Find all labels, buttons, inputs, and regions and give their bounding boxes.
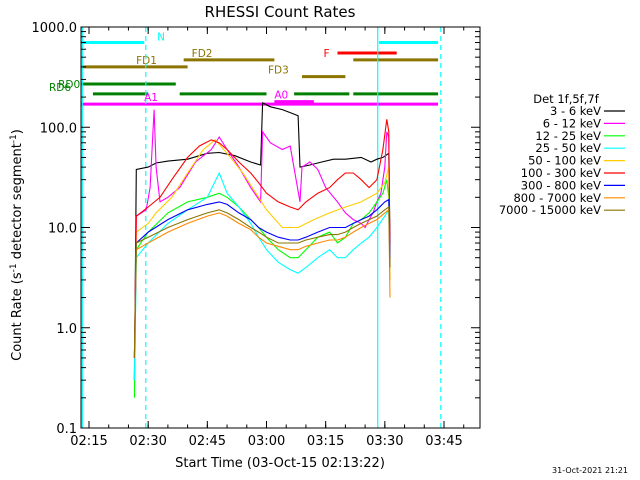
- y-tick-label-3: 100.0: [40, 121, 77, 136]
- legend-label-12-25-kev: 12 - 25 keV: [535, 129, 601, 143]
- legend-label-6-12-kev: 6 - 12 keV: [543, 116, 601, 130]
- legend-label-100-300-kev: 100 - 300 keV: [521, 166, 601, 180]
- series-lines: [133, 102, 391, 398]
- legend-label-50-100-kev: 50 - 100 keV: [528, 154, 601, 168]
- y-tick-label-1: 1.0: [56, 322, 77, 337]
- chart-title: RHESSI Count Rates: [205, 3, 356, 21]
- y-axis-ticks: 0.1 1.0 10.0 100.0 1000.0: [32, 21, 480, 437]
- legend-label-25-50-kev: 25 - 50 keV: [535, 141, 601, 155]
- flag-label-fd2: FD2: [192, 48, 213, 60]
- plot-area-frame: [80, 26, 481, 429]
- x-tick-label-2: 02:45: [189, 434, 226, 449]
- x-tick-label-1: 02:30: [129, 434, 166, 449]
- x-tick-label-5: 03:30: [366, 434, 403, 449]
- series-line-3-6-kev: [133, 102, 391, 381]
- flag-label-fd1: FD1: [136, 55, 157, 67]
- flag-label-fd3: FD3: [268, 65, 289, 77]
- y-tick-label-2: 10.0: [48, 222, 77, 237]
- flag-label-n: N: [157, 32, 165, 44]
- series-line-300-800-kev: [133, 198, 391, 358]
- timestamp: 31-Oct-2021 21:21: [552, 466, 628, 475]
- series-line-6-12-kev: [133, 109, 391, 381]
- legend-label-800-7000-kev: 800 - 7000 keV: [513, 191, 601, 205]
- legend-label-300-800-kev: 300 - 800 keV: [521, 178, 601, 192]
- series-line-100-300-kev: [133, 119, 391, 358]
- flag-label-rd6: RD6: [49, 82, 71, 94]
- series-line-7000-15000-kev: [133, 205, 391, 358]
- x-axis-ticks: 02:15 02:30 02:45 03:00 03:15 03:30 03:45: [70, 27, 465, 449]
- x-tick-label-6: 03:45: [425, 434, 462, 449]
- flag-label-rd0: RD0: [58, 79, 80, 91]
- flag-label-f: F: [324, 48, 330, 60]
- series-line-50-100-kev: [133, 139, 391, 358]
- x-tick-label-3: 03:00: [248, 434, 285, 449]
- legend-title: Det 1f,5f,7f: [533, 92, 599, 106]
- legend-label-7000-15000-kev: 7000 - 15000 keV: [499, 203, 601, 217]
- series-line-800-7000-kev: [133, 208, 391, 358]
- x-axis-label: Start Time (03-Oct-15 02:13:22): [175, 456, 385, 471]
- y-tick-label-4: 1000.0: [32, 21, 78, 36]
- flag-label-a0: A0: [274, 90, 288, 102]
- x-tick-label-4: 03:15: [307, 434, 344, 449]
- series-line-12-25-kev: [133, 179, 391, 398]
- y-axis-label: Count Rate (s-1 detector segment-1): [9, 129, 25, 361]
- y-tick-label-0: 0.1: [56, 422, 77, 437]
- x-tick-label-0: 02:15: [70, 434, 107, 449]
- flag-label-a1: A1: [144, 92, 158, 104]
- series-line-25-50-kev: [133, 171, 391, 381]
- legend-label-3-6-kev: 3 - 6 keV: [550, 104, 601, 118]
